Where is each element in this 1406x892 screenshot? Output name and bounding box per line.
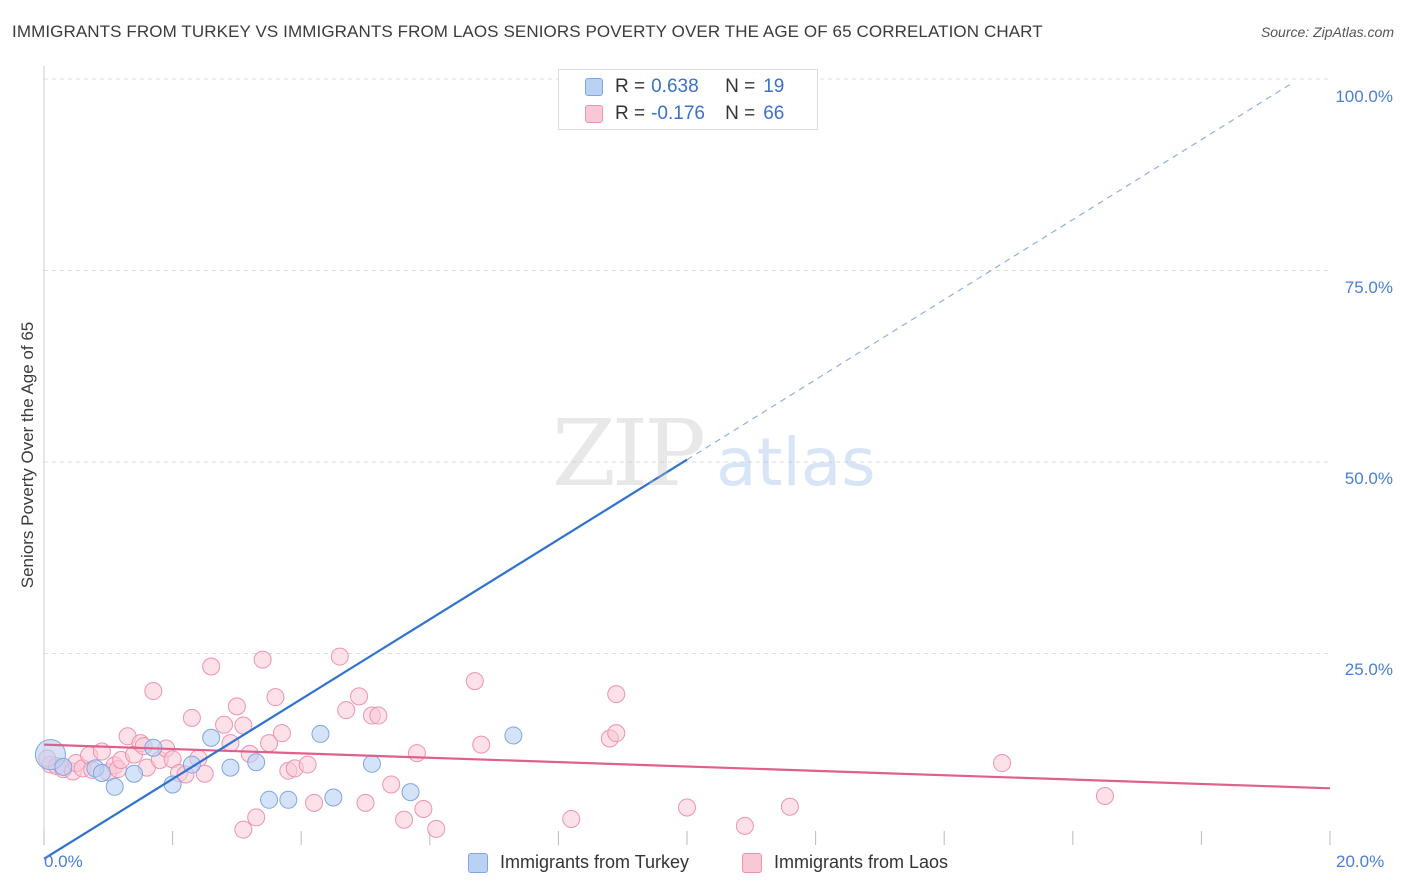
trend-layer bbox=[43, 83, 1331, 860]
laos-point bbox=[202, 657, 221, 676]
laos-point bbox=[607, 724, 626, 743]
laos-point bbox=[369, 706, 388, 725]
laos-point bbox=[144, 682, 163, 701]
r-label: R = bbox=[615, 103, 646, 124]
laos-point bbox=[993, 754, 1012, 773]
r-value: 0.638 bbox=[651, 76, 699, 97]
laos-point bbox=[182, 708, 201, 727]
y-tick-75: 75.0% bbox=[1344, 278, 1393, 297]
laos-point bbox=[253, 650, 272, 669]
laos-point bbox=[465, 672, 484, 691]
laos-point bbox=[330, 647, 349, 666]
turkey-trendline bbox=[43, 458, 688, 860]
laos-point bbox=[272, 724, 291, 743]
n-value: 19 bbox=[763, 76, 785, 97]
laos-trendline bbox=[43, 743, 1331, 790]
laos-point bbox=[266, 688, 285, 707]
chart-title: IMMIGRANTS FROM TURKEY VS IMMIGRANTS FRO… bbox=[12, 22, 1043, 41]
turkey-swatch bbox=[468, 852, 488, 873]
y-tick-50: 50.0% bbox=[1344, 469, 1393, 488]
axis-layer bbox=[43, 66, 1331, 845]
legend-row-laos: R = -0.176 N = 66 bbox=[585, 102, 784, 126]
legend-row-turkey: R = 0.638 N = 19 bbox=[585, 75, 784, 99]
grid-layer bbox=[44, 78, 1330, 654]
laos-point bbox=[350, 687, 369, 706]
laos-point bbox=[562, 809, 581, 828]
laos-point bbox=[305, 793, 324, 812]
turkey-point bbox=[54, 757, 73, 776]
turkey-point bbox=[260, 790, 279, 809]
laos-point bbox=[735, 816, 754, 835]
n-value: 66 bbox=[763, 103, 785, 124]
y-tick-100: 100.0% bbox=[1335, 87, 1393, 106]
laos-point bbox=[337, 701, 356, 720]
laos-point bbox=[678, 798, 696, 817]
turkey-point bbox=[202, 728, 221, 747]
source-label: Source: ZipAtlas.com bbox=[1260, 24, 1394, 40]
laos-point bbox=[607, 685, 626, 704]
legend-item-turkey[interactable]: Immigrants from Turkey bbox=[468, 852, 689, 873]
n-label: N = bbox=[725, 76, 756, 97]
laos-point bbox=[472, 735, 491, 754]
laos-point bbox=[1095, 786, 1114, 805]
laos-point bbox=[407, 744, 426, 763]
laos-swatch bbox=[585, 105, 603, 123]
laos-point bbox=[215, 715, 234, 734]
legend-item-laos[interactable]: Immigrants from Laos bbox=[742, 852, 948, 873]
turkey-swatch bbox=[585, 78, 603, 96]
r-label: R = bbox=[615, 76, 646, 97]
turkey-point bbox=[92, 763, 111, 782]
r-value: -0.176 bbox=[651, 103, 705, 124]
series-legend: Immigrants from Turkey Immigrants from L… bbox=[0, 852, 1406, 876]
laos-point bbox=[382, 775, 401, 794]
laos-point bbox=[427, 819, 446, 838]
laos-point bbox=[395, 810, 414, 829]
turkey-point bbox=[221, 758, 240, 777]
laos-points bbox=[38, 647, 1114, 839]
correlation-legend: R = 0.638 N = 19 R = -0.176 N = 66 bbox=[558, 69, 818, 130]
turkey-point bbox=[401, 783, 420, 802]
turkey-point bbox=[125, 764, 144, 783]
legend-label-turkey: Immigrants from Turkey bbox=[500, 852, 690, 872]
y-axis-label: Seniors Poverty Over the Age of 65 bbox=[18, 321, 37, 589]
turkey-point bbox=[105, 777, 124, 796]
laos-point bbox=[227, 697, 246, 716]
turkey-point bbox=[279, 790, 298, 809]
laos-swatch bbox=[742, 852, 762, 873]
laos-point bbox=[298, 755, 317, 774]
x-tick-max: 20.0% bbox=[1336, 852, 1385, 871]
y-tick-25: 25.0% bbox=[1344, 660, 1393, 679]
n-label: N = bbox=[725, 103, 756, 124]
turkey-point bbox=[324, 788, 343, 807]
laos-point bbox=[414, 799, 433, 818]
laos-point bbox=[356, 793, 375, 812]
x-tick-min: 0.0% bbox=[44, 852, 83, 871]
laos-point bbox=[247, 808, 266, 827]
laos-point bbox=[195, 764, 214, 783]
turkey-point bbox=[311, 724, 330, 743]
legend-label-laos: Immigrants from Laos bbox=[774, 852, 949, 872]
turkey-point bbox=[362, 754, 381, 773]
laos-point bbox=[234, 820, 253, 839]
turkey-point bbox=[504, 726, 523, 745]
turkey-point bbox=[247, 753, 266, 772]
laos-point bbox=[780, 797, 799, 816]
turkey-trendline-extension bbox=[686, 83, 1292, 461]
